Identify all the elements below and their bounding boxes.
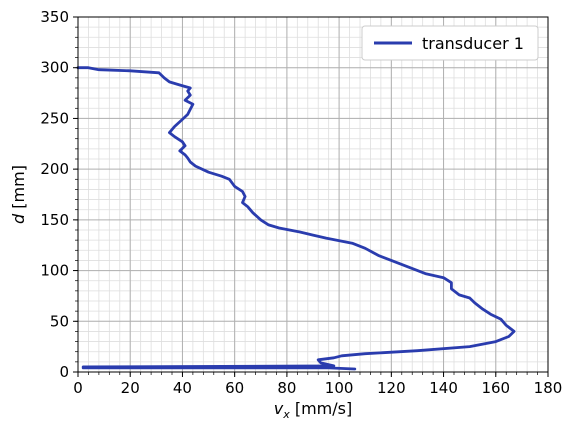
y-tick-label: 300 [40, 59, 69, 77]
y-axis-label: d [mm] [9, 165, 28, 224]
x-axis-label-sub: x [282, 408, 290, 421]
y-tick-label: 0 [59, 363, 69, 381]
plot-frame [77, 16, 549, 373]
x-axis-label-var: v [274, 399, 284, 418]
minor-grid [77, 16, 549, 373]
series-layer [76, 66, 516, 371]
x-tick-label: 0 [73, 379, 83, 397]
axis-ticks: 0 20 40 60 80 100 120 140 160 180 0 50 100 150 200 250 3… [40, 8, 562, 397]
y-tick-label: 350 [40, 8, 69, 26]
x-tick-label: 20 [121, 379, 140, 397]
x-tick-label: 120 [377, 379, 406, 397]
x-tick-label: 180 [534, 379, 563, 397]
legend: transducer 1 [361, 25, 539, 61]
x-tick-label: 60 [225, 379, 244, 397]
y-tick-label: 150 [40, 211, 69, 229]
y-tick-label: 200 [40, 160, 69, 178]
x-axis-label-unit: [mm/s] [290, 399, 352, 418]
legend-label: transducer 1 [422, 34, 524, 53]
y-tick-label: 100 [40, 262, 69, 280]
x-tick-label: 40 [173, 379, 192, 397]
y-tick-label: 250 [40, 109, 69, 127]
x-tick-label: 160 [481, 379, 510, 397]
series-line-0 [76, 66, 516, 371]
x-tick-label: 80 [277, 379, 296, 397]
major-grid [77, 16, 549, 373]
legend-box [361, 25, 539, 61]
x-tick-label: 140 [429, 379, 458, 397]
y-tick-label: 50 [50, 312, 69, 330]
x-axis-label: vx [mm/s] [274, 399, 352, 421]
y-axis-label-unit: [mm] [9, 165, 28, 214]
x-tick-label: 100 [325, 379, 354, 397]
y-axis-label-var: d [9, 213, 28, 224]
